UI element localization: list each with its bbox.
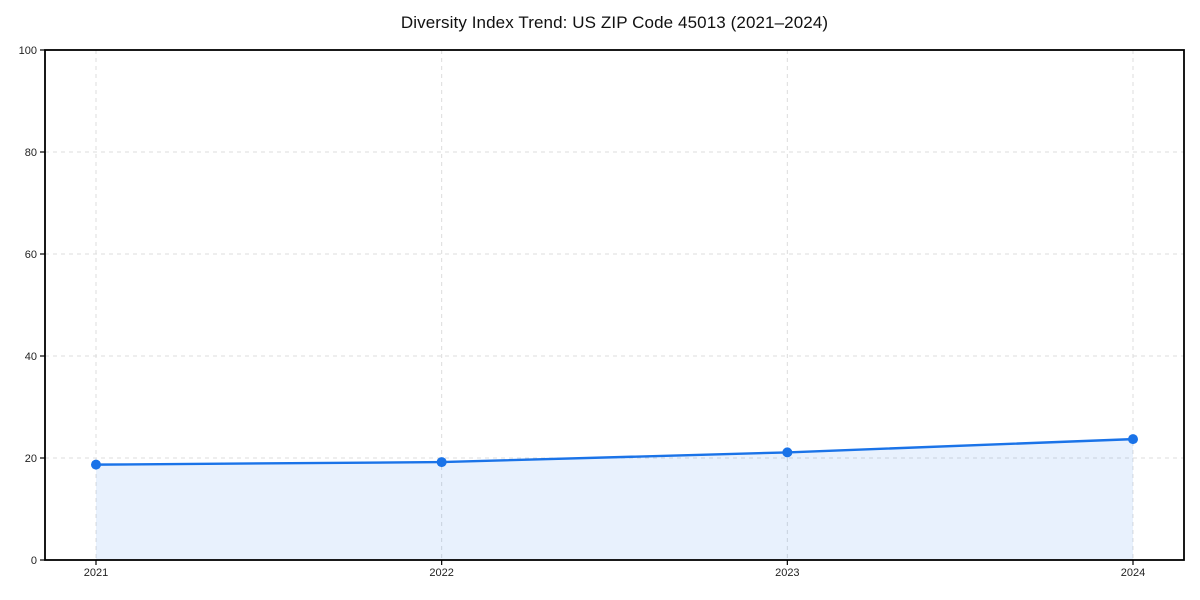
data-point-2022 [436, 457, 447, 468]
x-tick-label: 2021 [84, 567, 108, 579]
y-tick-label: 40 [25, 351, 37, 363]
trend-line [94, 437, 1135, 466]
y-tick-label: 60 [25, 249, 37, 261]
y-tick-label: 80 [25, 147, 37, 159]
y-tick-label: 0 [31, 555, 37, 567]
data-point-2021 [91, 459, 101, 470]
x-tick-label: 2022 [429, 567, 453, 579]
data-point-2024 [1128, 434, 1138, 445]
chart-title: Diversity Index Trend: US ZIP Code 45013… [400, 13, 829, 32]
y-tick-label: 100 [19, 45, 37, 57]
area-fill [96, 439, 1133, 560]
data-point-2023 [782, 447, 793, 458]
plot-border [44, 49, 1185, 561]
x-tick-label: 2023 [775, 567, 799, 579]
x-tick-label: 2024 [1121, 567, 1145, 579]
y-tick-label: 20 [25, 453, 37, 465]
